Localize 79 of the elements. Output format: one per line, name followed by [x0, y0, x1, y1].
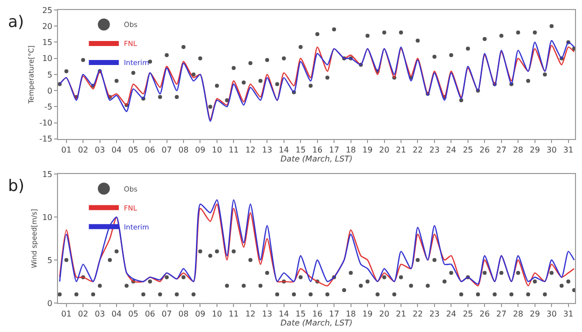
x-tick-label: 30 — [546, 146, 557, 155]
x-tick-label: 05 — [128, 310, 138, 319]
x-tick-label: 15 — [296, 146, 306, 155]
x-tick-label: 22 — [412, 310, 423, 319]
x-tick-label: 07 — [162, 310, 172, 319]
x-tick-label: 31 — [563, 146, 574, 155]
x-tick-label: 29 — [530, 146, 540, 155]
x-tick-label: 10 — [212, 146, 222, 155]
y-tick-label: 10 — [42, 212, 52, 222]
x-tick-label: 02 — [78, 310, 88, 319]
y-tick-label: 10 — [42, 54, 52, 64]
x-tick-label: 10 — [212, 310, 222, 319]
y-tick-label: -5 — [44, 102, 52, 112]
y-tick-label: 5 — [47, 256, 52, 265]
x-tick-label: 28 — [513, 146, 524, 155]
x-tick-label: 02 — [78, 146, 88, 155]
x-tick-label: 16 — [312, 310, 322, 319]
x-axis-title: Date (March, LST) — [280, 154, 352, 164]
x-tick-label: 01 — [61, 310, 72, 319]
x-tick-label: 16 — [312, 146, 322, 155]
x-tick-label: 27 — [496, 310, 506, 319]
x-tick-label: 01 — [61, 146, 72, 155]
x-tick-label: 20 — [379, 310, 390, 319]
x-tick-label: 25 — [462, 310, 474, 319]
x-tick-label: 14 — [278, 310, 289, 319]
x-tick-label: 06 — [144, 310, 156, 319]
x-tick-label: 23 — [429, 146, 440, 155]
x-tick-label: 14 — [278, 146, 289, 155]
x-tick-label: 30 — [546, 310, 557, 319]
x-tick-label: 12 — [245, 310, 256, 319]
x-tick-label: 12 — [245, 146, 256, 155]
x-tick-label: 27 — [496, 146, 506, 155]
y-tick-label: 15 — [42, 170, 52, 179]
x-tick-label: 31 — [563, 310, 574, 319]
x-tick-label: 18 — [346, 146, 356, 155]
x-tick-label: 19 — [362, 146, 373, 155]
x-tick-label: 05 — [128, 146, 138, 155]
text: a) — [8, 12, 24, 31]
y-tick-label: -15 — [39, 134, 52, 144]
x-tick-label: 08 — [178, 310, 189, 319]
x-tick-label: 26 — [480, 146, 490, 155]
x-tick-label: 24 — [446, 310, 456, 319]
x-axis-title: Date (March, LST) — [280, 318, 352, 328]
x-tick-label: 11 — [228, 310, 239, 319]
x-tick-label: 23 — [429, 310, 440, 319]
x-tick-label: 13 — [262, 310, 272, 319]
x-tick-label: 03 — [94, 146, 105, 155]
y-tick-label: 15 — [42, 38, 52, 48]
x-tick-label: 28 — [513, 310, 524, 319]
x-tick-label: 20 — [379, 146, 390, 155]
y-tick-label: 25 — [42, 6, 52, 15]
x-tick-label: 22 — [412, 146, 423, 155]
text: b) — [8, 176, 24, 195]
x-tick-label: 24 — [446, 146, 456, 155]
x-tick-label: 13 — [262, 146, 272, 155]
x-tick-label: 04 — [111, 146, 122, 155]
x-tick-label: 21 — [396, 146, 406, 155]
y-tick-label: 0 — [47, 86, 52, 96]
x-tick-label: 11 — [228, 146, 239, 155]
x-tick-label: 08 — [178, 146, 189, 155]
x-tick-label: 03 — [94, 310, 105, 319]
y-tick-label: 20 — [42, 22, 52, 31]
x-tick-label: 09 — [195, 146, 206, 155]
x-tick-label: 09 — [195, 310, 206, 319]
y-tick-label: -10 — [39, 118, 52, 128]
x-tick-label: 19 — [362, 310, 373, 319]
x-tick-label: 06 — [144, 146, 156, 155]
x-tick-label: 17 — [328, 310, 340, 319]
x-tick-label: 04 — [111, 310, 122, 319]
x-tick-label: 18 — [346, 310, 356, 319]
x-tick-label: 26 — [480, 310, 490, 319]
x-tick-label: 25 — [462, 146, 474, 155]
y-tick-label: 0 — [47, 298, 52, 308]
x-tick-label: 15 — [296, 310, 306, 319]
x-tick-label: 21 — [396, 310, 406, 319]
x-tick-label: 17 — [328, 146, 340, 155]
x-tick-label: 07 — [162, 146, 172, 155]
y-tick-label: 5 — [47, 70, 52, 80]
x-tick-label: 29 — [530, 310, 540, 319]
